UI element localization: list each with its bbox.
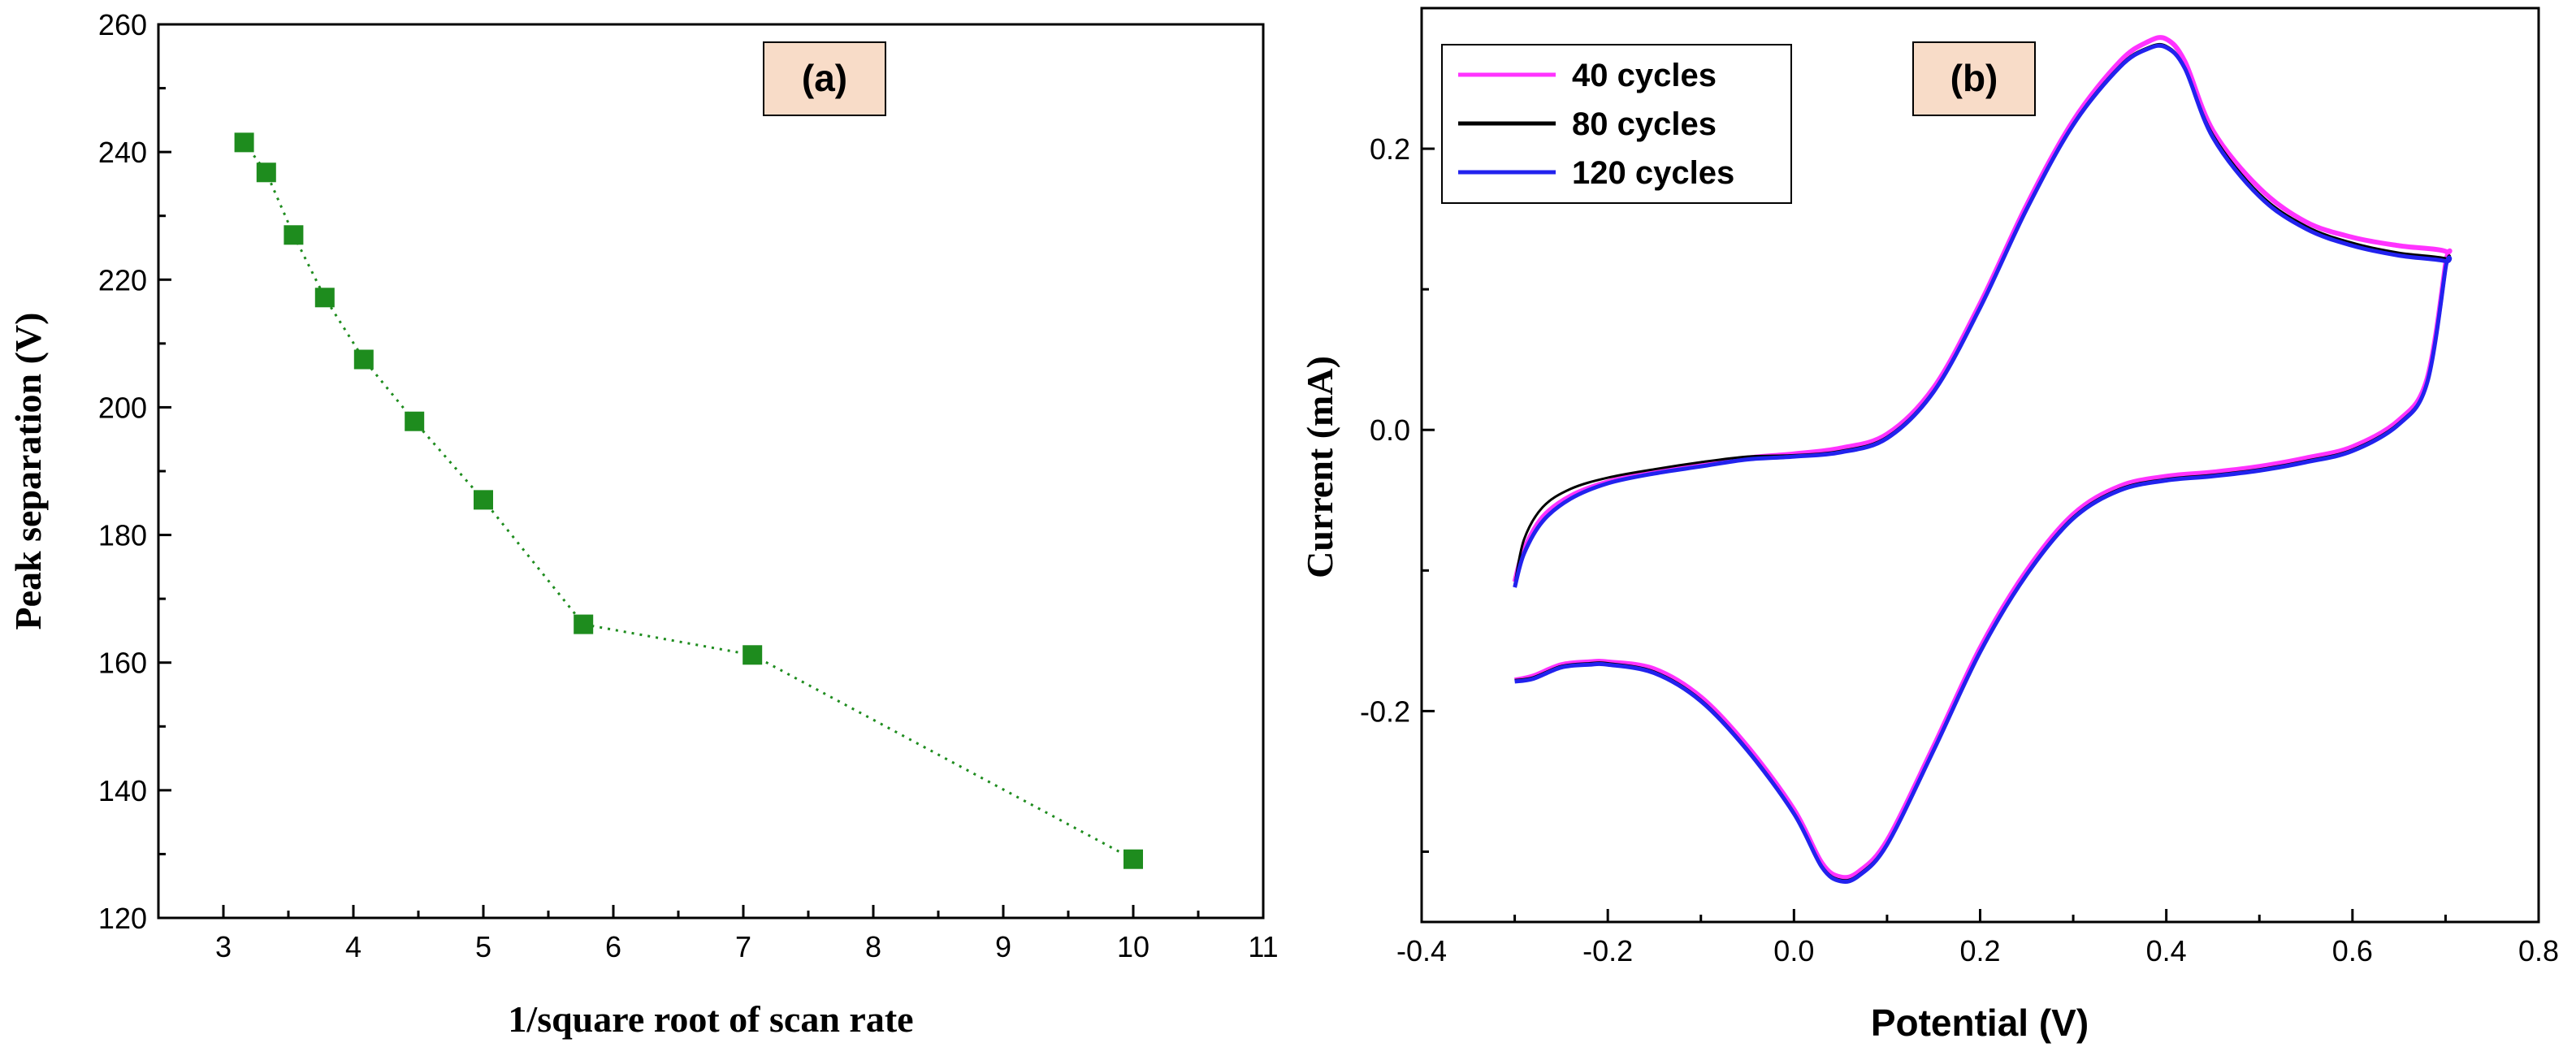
legend-label-120-cycles: 120 cycles bbox=[1572, 155, 1734, 191]
panel-a-x-tick-label: 7 bbox=[735, 930, 751, 963]
panel-a-y-tick-label: 140 bbox=[98, 774, 147, 807]
panel-b-x-tick-label: 0.0 bbox=[1773, 934, 1814, 967]
panel-b-chart: -0.4 -0.2 0.0 0.2 0.4 0.6 0.8 -0.2 0.0 0.2 (b) 40… bbox=[1299, 6, 2559, 1044]
legend-label-80-cycles: 80 cycles bbox=[1572, 106, 1717, 142]
panel-b-x-tick-label: 0.6 bbox=[2332, 934, 2373, 967]
panel-b-y-tick-label: 0.0 bbox=[1370, 413, 1410, 447]
panel-b-x-axis-title: Potential (V) bbox=[1871, 1002, 2089, 1044]
panel-a-dotted-line bbox=[243, 141, 1134, 861]
panel-b-series bbox=[1512, 35, 2453, 884]
panel-a-x-axis-title: 1/square root of scan rate bbox=[508, 998, 913, 1040]
panel-b-y-tick-label: 0.2 bbox=[1370, 132, 1410, 166]
panel-b-y-axis-title: Current (mA) bbox=[1299, 356, 1340, 578]
panel-a-series bbox=[234, 132, 1143, 869]
legend-label-40-cycles: 40 cycles bbox=[1572, 58, 1717, 93]
panel-a-data-point bbox=[474, 490, 493, 510]
panel-a-data-point bbox=[742, 645, 763, 665]
panel-b-label-box: (b) bbox=[1912, 41, 2036, 116]
panel-b-x-tick-label: 0.2 bbox=[1959, 934, 2000, 967]
panel-b-x-tick-label: -0.4 bbox=[1396, 934, 1447, 967]
panel-b-label: (b) bbox=[1950, 57, 1998, 99]
panel-b-series-120-cycles bbox=[1513, 43, 2453, 884]
panel-a-ticks: 3 4 5 6 7 8 9 10 11 120 140 160 180 200 220 240 260 bbox=[98, 8, 1279, 963]
panel-a-y-tick-label: 160 bbox=[98, 647, 147, 680]
panel-b-y-tick-label: -0.2 bbox=[1360, 695, 1410, 728]
panel-a-x-tick-label: 5 bbox=[475, 930, 491, 963]
panel-a-data-point bbox=[353, 349, 374, 370]
panel-a-plot-frame bbox=[157, 23, 1265, 920]
panel-a-x-tick-label: 11 bbox=[1248, 930, 1278, 963]
panel-a-x-tick-label: 9 bbox=[995, 930, 1011, 963]
panel-a-y-tick-label: 260 bbox=[98, 8, 147, 41]
panel-a-y-tick-label: 200 bbox=[98, 391, 147, 424]
panel-a-data-point bbox=[256, 162, 276, 183]
panel-a-data-point bbox=[234, 132, 254, 153]
panel-a-y-tick-label: 120 bbox=[98, 902, 147, 935]
panel-a-x-tick-label: 3 bbox=[215, 930, 232, 963]
panel-a-data-point bbox=[314, 288, 335, 308]
panel-a-data-point bbox=[1123, 849, 1143, 869]
panel-b-x-tick-label: -0.2 bbox=[1582, 934, 1633, 967]
panel-b-ticks: -0.4 -0.2 0.0 0.2 0.4 0.6 0.8 -0.2 0.0 0.2 bbox=[1360, 132, 2559, 967]
panel-a-data-point bbox=[284, 225, 304, 245]
panel-b-x-tick-label: 0.8 bbox=[2518, 934, 2559, 967]
panel-a-x-tick-label: 6 bbox=[605, 930, 621, 963]
panel-a-x-tick-label: 10 bbox=[1117, 930, 1149, 963]
panel-b-plot-frame bbox=[1420, 6, 2540, 924]
panel-a-x-tick-label: 8 bbox=[865, 930, 881, 963]
panel-a-y-axis-title: Peak separation (V) bbox=[7, 313, 49, 630]
panel-a-label-box: (a) bbox=[763, 41, 886, 116]
panel-a-label: (a) bbox=[802, 57, 847, 99]
panel-a-x-tick-label: 4 bbox=[345, 930, 362, 963]
panel-b-legend: 40 cycles 80 cycles 120 cycles bbox=[1441, 44, 1792, 204]
panel-a-y-tick-label: 240 bbox=[98, 136, 147, 169]
panel-a-y-tick-label: 180 bbox=[98, 519, 147, 552]
panel-a-data-point bbox=[574, 614, 594, 634]
panel-a-data-point bbox=[405, 411, 425, 431]
panel-b-x-tick-label: 0.4 bbox=[2146, 934, 2187, 967]
panel-a-y-tick-label: 220 bbox=[98, 263, 147, 296]
